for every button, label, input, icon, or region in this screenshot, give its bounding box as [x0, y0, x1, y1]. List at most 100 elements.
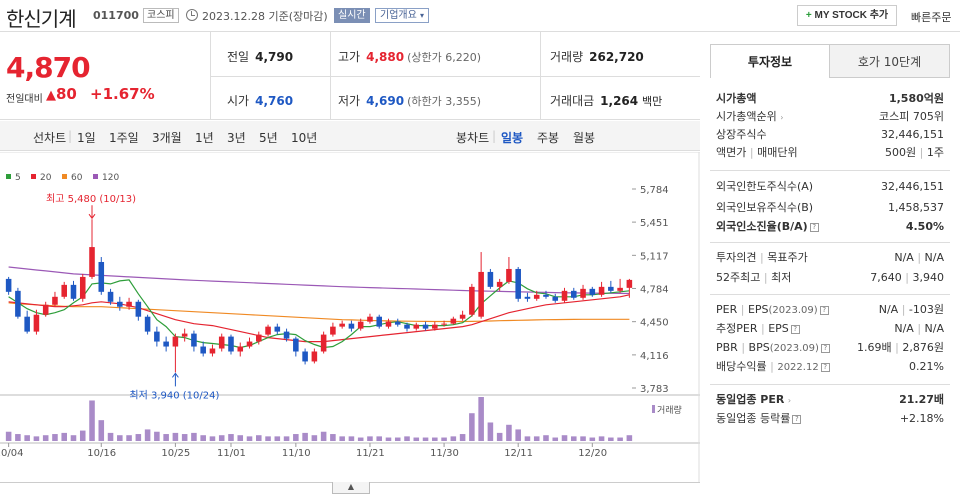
period-tab-3y[interactable]: 3년 [227, 131, 246, 145]
industry-per-value: 21.27배 [899, 393, 944, 406]
est-eps-label: EPS [768, 322, 789, 335]
chevron-right-icon: › [787, 396, 792, 405]
candle-body [496, 281, 503, 287]
collapse-chart-button[interactable]: ▲ [332, 482, 370, 494]
x-tick-label: 10/25 [161, 448, 190, 459]
est-eps-value: N/A [924, 322, 944, 335]
candle-body [218, 336, 225, 349]
volume-bar [533, 436, 540, 441]
volume-bar [117, 435, 123, 441]
candle-body [385, 321, 392, 327]
info-icon[interactable]: ? [820, 362, 830, 372]
price-chart[interactable]: 5,784 5,451 5,117 4,784 4,450 4,116 3,783 5 20 60… [0, 151, 700, 482]
row-industry-per: 동일업종 PER › 21.27배 [716, 391, 944, 409]
candle-body [422, 324, 429, 329]
volume-value: 262,720 [589, 50, 644, 64]
prev-close: 전일 4,790 [227, 48, 293, 65]
pbr-value: 1.69배 [857, 341, 892, 354]
candle-body [469, 286, 475, 315]
candle-body [52, 296, 58, 305]
candle-body [70, 284, 77, 299]
candle-body [246, 341, 253, 347]
candle-body [154, 331, 160, 342]
y-tick-label: 4,450 [640, 318, 669, 329]
row-industry-rate: 동일업종 등락률? +2.18% [716, 410, 944, 428]
high-arrow-head [88, 213, 96, 220]
par-value: 500원 [885, 146, 917, 159]
volume-label: 거래량 [657, 404, 682, 416]
x-tick-label: 11/30 [430, 448, 459, 459]
info-icon[interactable]: ? [792, 414, 802, 424]
candle-body [598, 286, 605, 295]
line-chart-label: 선차트 [33, 131, 67, 145]
period-tab-1d[interactable]: 1일 [77, 131, 96, 145]
tab-invest-info[interactable]: 투자정보 [710, 44, 830, 78]
candle-body [487, 271, 494, 287]
volume-bar [552, 437, 559, 441]
amount-value: 1,264 [600, 94, 639, 108]
volume-bar [561, 435, 568, 441]
volume-bar [459, 434, 466, 441]
w52-low-label: 최저 [771, 271, 792, 284]
realtime-badge[interactable]: 실시간 [334, 8, 370, 23]
volume-bar [79, 430, 86, 441]
candle-body [515, 268, 521, 299]
y-tick-label: 5,117 [640, 251, 669, 262]
amount-label: 거래대금 [550, 94, 595, 108]
candle-body [5, 278, 12, 292]
candle-body [608, 286, 614, 291]
low-label: 최저 3,940 (10/24) [129, 389, 219, 401]
info-icon[interactable]: ? [790, 324, 800, 334]
volume-bar [283, 436, 290, 441]
ma5-line [8, 279, 630, 349]
info-icon[interactable]: ? [809, 222, 819, 232]
volume-bar [626, 435, 633, 441]
tab-hoga-10[interactable]: 호가 10단계 [829, 44, 950, 78]
period-tab-3m[interactable]: 3개월 [152, 131, 182, 145]
row-per: PER | EPS(2023.09)? N/A | -103원 [716, 303, 944, 316]
candle-tab-daily[interactable]: 일봉 [501, 131, 524, 145]
industry-rate-label: 동일업종 등락률 [716, 412, 791, 425]
low-value: 4,690 [366, 94, 405, 108]
volume-bar [330, 434, 336, 441]
candle-tab-monthly[interactable]: 월봉 [573, 131, 596, 145]
candle-body [339, 323, 345, 327]
volume-bar [61, 432, 67, 441]
info-icon[interactable]: ? [820, 343, 830, 353]
quick-order-link[interactable]: 빠른주문 [911, 11, 952, 24]
divider [210, 76, 700, 77]
period-tab-1y[interactable]: 1년 [195, 131, 214, 145]
candle-body [617, 287, 623, 291]
period-tab-5y[interactable]: 5년 [259, 131, 278, 145]
add-mystock-button[interactable]: + MY STOCK 추가 [797, 5, 897, 26]
low-arrow-head [171, 372, 179, 378]
candle-body [376, 316, 382, 327]
prev-value: 4,790 [255, 50, 294, 64]
volume-label: 거래량 [550, 50, 584, 64]
pbr-label: PBR [716, 341, 738, 354]
period-tab-10y[interactable]: 10년 [291, 131, 318, 145]
volume-bar [478, 397, 484, 441]
company-overview-dropdown[interactable]: 기업개요 ▾ [375, 8, 430, 23]
row-rank: 시가총액순위 › 코스피 705위 [716, 108, 944, 126]
price-chart-svg: 5,784 5,451 5,117 4,784 4,450 4,116 3,783 5 20 60… [0, 151, 700, 482]
period-tab-1w[interactable]: 1주일 [109, 131, 139, 145]
ma120-line [8, 266, 630, 295]
volume-bar [265, 436, 271, 441]
stock-code: 011700 [93, 9, 139, 22]
open-price: 시가 4,760 [227, 92, 293, 109]
x-tick-label: 12/20 [578, 448, 607, 459]
volume-bar [246, 436, 253, 441]
candle-tab-weekly[interactable]: 주봉 [537, 131, 560, 145]
high-value: 4,880 [366, 50, 405, 64]
quote-panel: 4,870 전일대비 ▲80 +1.67% 전일 4,790 고가 4,880 (상한… [0, 32, 700, 120]
market-cap-value: 1,580억원 [888, 92, 944, 105]
volume-bar [144, 429, 151, 441]
volume-bar [441, 437, 447, 441]
candle-body [311, 351, 318, 362]
volume-bar [404, 436, 410, 441]
volume-bar [293, 434, 299, 441]
candle-body [163, 341, 169, 347]
volume-bar [70, 435, 77, 441]
info-icon[interactable]: ? [819, 305, 829, 315]
